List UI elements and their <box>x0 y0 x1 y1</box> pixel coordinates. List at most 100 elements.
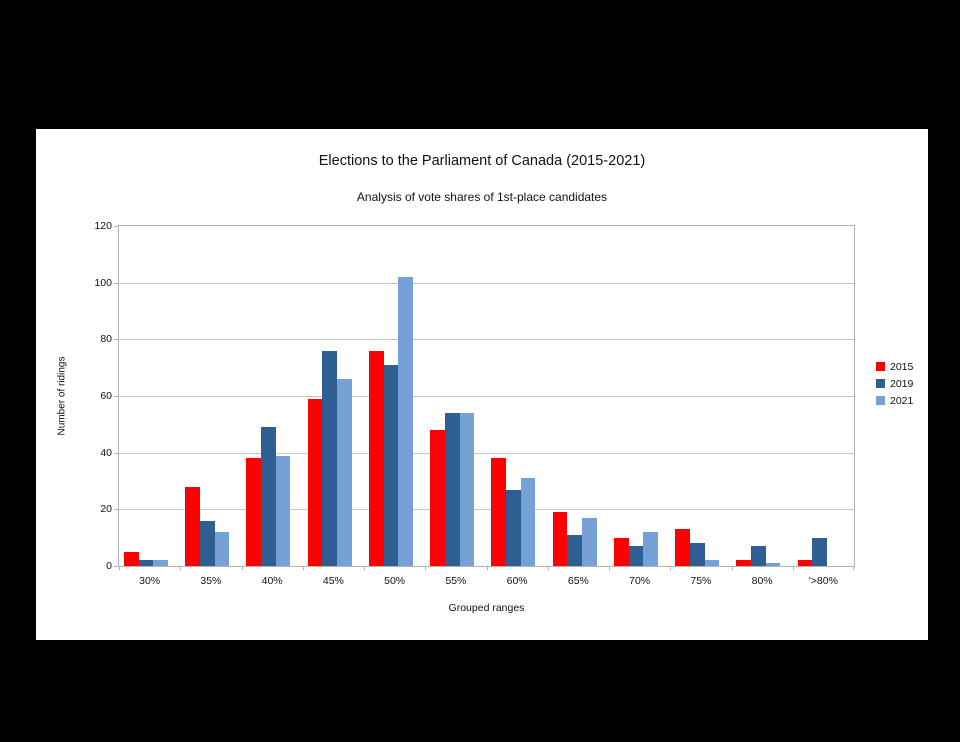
bar-2021-40% <box>275 455 291 566</box>
bar-2021-70% <box>643 532 658 566</box>
legend-item-2021: 2021 <box>876 392 913 409</box>
bar-2015-75% <box>675 529 690 566</box>
bar-2019-55% <box>444 413 460 566</box>
bar-2019-'>80% <box>812 537 828 566</box>
gridline-20 <box>119 509 854 511</box>
y-axis-title: Number of ridings <box>56 356 68 436</box>
x-axis-tick <box>731 566 733 570</box>
bar-2019-80% <box>751 546 766 566</box>
gridline-40 <box>119 452 854 454</box>
y-axis-tick <box>114 509 118 511</box>
bar-2015-30% <box>123 551 139 566</box>
bar-group-40% <box>242 226 303 566</box>
x-tick-label: 80% <box>751 575 773 587</box>
bar-2021-60% <box>520 478 536 566</box>
x-tick-label: 50% <box>384 575 406 587</box>
bar-2015-55% <box>430 430 445 566</box>
bar-group-70% <box>609 226 670 566</box>
x-axis-tick <box>425 566 427 570</box>
bar-2021-35% <box>214 532 230 566</box>
bar-2019-40% <box>261 427 276 566</box>
x-axis-tick <box>670 566 672 570</box>
bar-2019-65% <box>567 534 583 566</box>
x-tick-label: 60% <box>506 575 528 587</box>
bar-2021-55% <box>459 413 475 566</box>
bar-2019-60% <box>506 489 521 566</box>
bar-2019-45% <box>322 350 338 566</box>
bar-2015-80% <box>736 560 752 566</box>
x-tick-label: 30% <box>139 575 161 587</box>
bar-2019-50% <box>383 364 399 566</box>
x-tick-label: 35% <box>200 575 222 587</box>
legend-label-2019: 2019 <box>890 377 914 390</box>
bar-group-30% <box>119 226 180 566</box>
bar-2019-35% <box>199 520 215 566</box>
bar-2015-70% <box>613 537 629 566</box>
bar-2019-30% <box>138 560 154 566</box>
x-tick-label: 65% <box>567 575 589 587</box>
bar-group-60% <box>487 226 548 566</box>
x-axis-tick <box>119 566 120 570</box>
bar-2015-'>80% <box>797 560 813 566</box>
y-axis-tick <box>114 226 118 227</box>
bar-2015-40% <box>246 458 262 566</box>
x-axis-tick <box>853 566 854 570</box>
gridline-60 <box>119 396 854 397</box>
legend-swatch-2019 <box>876 379 885 388</box>
bar-2015-35% <box>185 486 200 566</box>
x-tick-label: 55% <box>445 575 467 587</box>
legend-swatch-2015 <box>876 362 885 371</box>
bar-2015-60% <box>491 458 507 566</box>
x-tick-label: 70% <box>629 575 651 587</box>
y-axis-tick <box>114 452 118 454</box>
x-axis-title: Grouped ranges <box>448 602 525 614</box>
bar-group-'>80% <box>793 226 854 566</box>
bar-group-80% <box>732 226 793 566</box>
bar-group-45% <box>303 226 364 566</box>
y-tick-label: 40 <box>100 446 112 459</box>
x-axis-tick <box>180 566 182 570</box>
x-tick-label: '>80% <box>808 575 838 587</box>
bar-2021-65% <box>582 517 597 566</box>
bar-2019-70% <box>628 546 644 566</box>
y-axis-tick <box>114 566 118 567</box>
y-axis-tick <box>114 396 118 397</box>
y-tick-label: 60 <box>100 390 112 402</box>
legend-swatch-2021 <box>876 396 885 405</box>
bar-group-75% <box>670 226 731 566</box>
bar-2021-80% <box>765 563 781 566</box>
bar-2015-45% <box>307 398 323 566</box>
x-tick-label: 75% <box>690 575 712 587</box>
x-axis-tick <box>547 566 549 570</box>
legend-item-2019: 2019 <box>876 375 913 392</box>
y-axis-tick <box>114 282 118 284</box>
bar-2015-50% <box>368 350 384 566</box>
bar-group-35% <box>180 226 241 566</box>
x-axis-tick <box>302 566 304 570</box>
y-tick-label: 120 <box>94 220 112 232</box>
x-axis-tick <box>364 566 365 570</box>
bar-2019-75% <box>689 543 705 566</box>
bar-2021-50% <box>398 277 413 566</box>
chart-subtitle: Analysis of vote shares of 1st-place can… <box>356 190 608 204</box>
gridline-100 <box>119 282 854 284</box>
x-axis-tick <box>241 566 243 570</box>
gridline-80 <box>119 339 854 341</box>
y-axis-tick <box>114 339 118 341</box>
bar-2021-30% <box>153 560 168 566</box>
x-axis-tick <box>792 566 794 570</box>
bar-group-50% <box>364 226 425 566</box>
legend-label-2021: 2021 <box>890 394 914 407</box>
legend-label-2015: 2015 <box>890 360 914 373</box>
x-axis-tick <box>609 566 610 570</box>
bar-2021-75% <box>704 560 720 566</box>
chart-legend: 2015 2019 2021 <box>876 358 913 409</box>
bar-2021-45% <box>337 379 352 566</box>
y-tick-label: 100 <box>94 276 112 289</box>
x-tick-label: 45% <box>322 575 344 587</box>
x-tick-label: 40% <box>261 575 283 587</box>
y-tick-label: 0 <box>106 560 112 572</box>
chart-title: Elections to the Parliament of Canada (2… <box>318 153 646 169</box>
y-tick-label: 20 <box>100 503 112 516</box>
